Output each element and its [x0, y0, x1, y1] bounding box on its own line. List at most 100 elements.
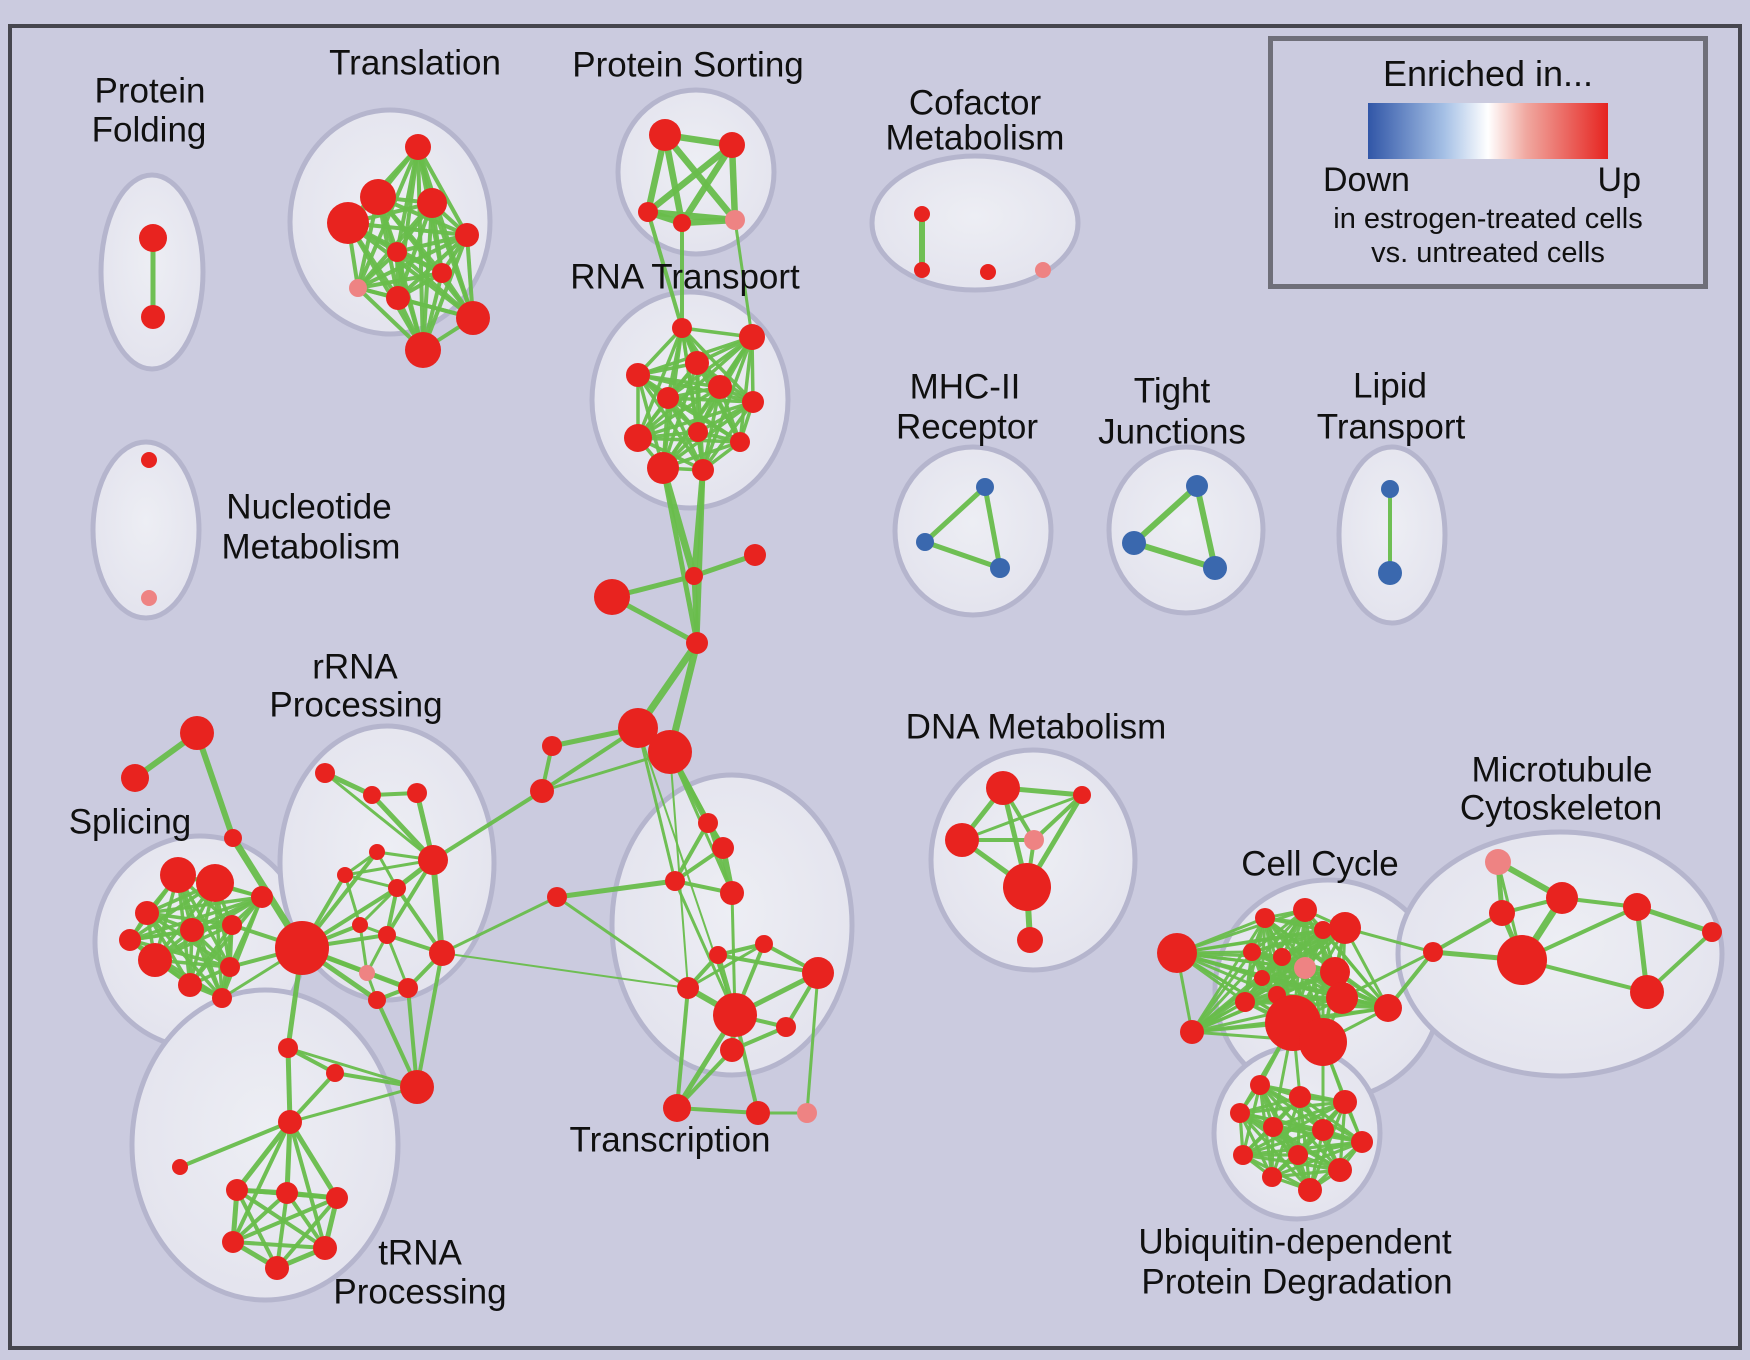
gene-set-node[interactable]	[139, 224, 167, 252]
gene-set-node[interactable]	[692, 459, 714, 481]
gene-set-node[interactable]	[685, 351, 709, 375]
gene-set-node[interactable]	[1273, 948, 1291, 966]
gene-set-node[interactable]	[1294, 957, 1316, 979]
gene-set-node[interactable]	[712, 837, 734, 859]
gene-set-node[interactable]	[802, 957, 834, 989]
gene-set-node[interactable]	[349, 279, 367, 297]
gene-set-node[interactable]	[220, 957, 240, 977]
gene-set-node[interactable]	[1374, 994, 1402, 1022]
gene-set-node[interactable]	[418, 845, 448, 875]
gene-set-node[interactable]	[746, 1101, 770, 1125]
gene-set-node[interactable]	[708, 375, 732, 399]
gene-set-node[interactable]	[1180, 1020, 1204, 1044]
gene-set-node[interactable]	[1485, 849, 1511, 875]
gene-set-node[interactable]	[368, 991, 386, 1009]
gene-set-node[interactable]	[212, 988, 232, 1008]
gene-set-node[interactable]	[1262, 1167, 1282, 1187]
gene-set-node[interactable]	[914, 262, 930, 278]
gene-set-node[interactable]	[1423, 942, 1443, 962]
gene-set-node[interactable]	[1243, 943, 1261, 961]
gene-set-node[interactable]	[135, 901, 159, 925]
gene-set-node[interactable]	[1157, 933, 1197, 973]
gene-set-node[interactable]	[222, 915, 242, 935]
gene-set-node[interactable]	[945, 823, 979, 857]
gene-set-node[interactable]	[405, 332, 441, 368]
gene-set-node[interactable]	[1320, 957, 1350, 987]
gene-set-node[interactable]	[278, 1038, 298, 1058]
gene-set-node[interactable]	[1293, 898, 1317, 922]
gene-set-node[interactable]	[990, 558, 1010, 578]
gene-set-node[interactable]	[688, 422, 708, 442]
gene-set-node[interactable]	[359, 965, 375, 981]
gene-set-node[interactable]	[429, 940, 455, 966]
gene-set-node[interactable]	[387, 242, 407, 262]
gene-set-node[interactable]	[1351, 1131, 1373, 1153]
gene-set-node[interactable]	[456, 301, 490, 335]
gene-set-node[interactable]	[178, 973, 202, 997]
gene-set-node[interactable]	[363, 786, 381, 804]
gene-set-node[interactable]	[1230, 1103, 1250, 1123]
gene-set-node[interactable]	[1017, 927, 1043, 953]
gene-set-node[interactable]	[398, 978, 418, 998]
gene-set-node[interactable]	[618, 708, 658, 748]
gene-set-node[interactable]	[1233, 1145, 1253, 1165]
gene-set-node[interactable]	[141, 590, 157, 606]
gene-set-node[interactable]	[719, 132, 745, 158]
gene-set-node[interactable]	[141, 305, 165, 329]
gene-set-node[interactable]	[797, 1103, 817, 1123]
gene-set-node[interactable]	[337, 867, 353, 883]
gene-set-node[interactable]	[455, 223, 479, 247]
gene-set-node[interactable]	[1122, 531, 1146, 555]
gene-set-node[interactable]	[1298, 1178, 1322, 1202]
gene-set-node[interactable]	[160, 857, 196, 893]
gene-set-node[interactable]	[1288, 1145, 1308, 1165]
gene-set-node[interactable]	[916, 533, 934, 551]
gene-set-node[interactable]	[776, 1017, 796, 1037]
gene-set-node[interactable]	[265, 1256, 289, 1280]
gene-set-node[interactable]	[986, 771, 1020, 805]
gene-set-node[interactable]	[432, 263, 452, 283]
gene-set-node[interactable]	[275, 921, 329, 975]
gene-set-node[interactable]	[360, 179, 396, 215]
gene-set-node[interactable]	[369, 844, 385, 860]
gene-set-node[interactable]	[326, 1064, 344, 1082]
gene-set-node[interactable]	[1035, 262, 1051, 278]
gene-set-node[interactable]	[251, 886, 273, 908]
gene-set-node[interactable]	[327, 202, 369, 244]
gene-set-node[interactable]	[141, 452, 157, 468]
gene-set-node[interactable]	[730, 432, 750, 452]
gene-set-node[interactable]	[1203, 556, 1227, 580]
gene-set-node[interactable]	[742, 391, 764, 413]
gene-set-node[interactable]	[417, 188, 447, 218]
gene-set-node[interactable]	[626, 363, 650, 387]
gene-set-node[interactable]	[278, 1110, 302, 1134]
gene-set-node[interactable]	[315, 763, 335, 783]
gene-set-node[interactable]	[1024, 830, 1044, 850]
gene-set-node[interactable]	[121, 764, 149, 792]
gene-set-node[interactable]	[138, 943, 172, 977]
gene-set-node[interactable]	[1235, 992, 1255, 1012]
gene-set-node[interactable]	[739, 324, 765, 350]
gene-set-node[interactable]	[673, 214, 691, 232]
gene-set-node[interactable]	[326, 1187, 348, 1209]
gene-set-node[interactable]	[1381, 480, 1399, 498]
gene-set-node[interactable]	[1254, 970, 1270, 986]
gene-set-node[interactable]	[1250, 1075, 1270, 1095]
gene-set-node[interactable]	[686, 632, 708, 654]
gene-set-node[interactable]	[180, 918, 204, 942]
gene-set-node[interactable]	[1073, 786, 1091, 804]
gene-set-node[interactable]	[1497, 935, 1547, 985]
gene-set-node[interactable]	[172, 1159, 188, 1175]
gene-set-node[interactable]	[677, 977, 699, 999]
gene-set-node[interactable]	[976, 478, 994, 496]
gene-set-node[interactable]	[914, 206, 930, 222]
gene-set-node[interactable]	[663, 1094, 691, 1122]
gene-set-node[interactable]	[1329, 912, 1361, 944]
gene-set-node[interactable]	[1702, 922, 1722, 942]
gene-set-node[interactable]	[530, 779, 554, 803]
gene-set-node[interactable]	[119, 929, 141, 951]
gene-set-node[interactable]	[685, 567, 703, 585]
gene-set-node[interactable]	[594, 579, 630, 615]
gene-set-node[interactable]	[755, 935, 773, 953]
gene-set-node[interactable]	[1546, 882, 1578, 914]
